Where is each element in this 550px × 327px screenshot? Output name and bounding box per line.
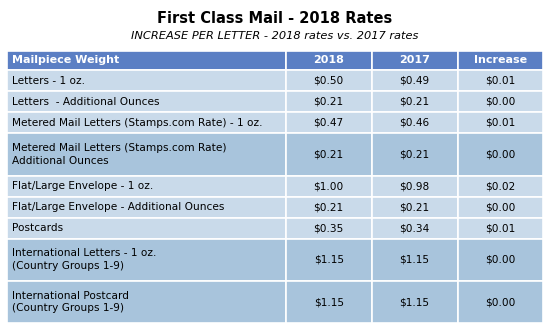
Bar (286, 218, 372, 239)
Bar (286, 51, 372, 70)
Bar (458, 112, 543, 133)
Text: 2018: 2018 (314, 56, 344, 65)
Text: $0.00: $0.00 (485, 202, 516, 212)
Text: $0.46: $0.46 (399, 118, 430, 128)
Bar (7, 112, 286, 133)
Text: Flat/Large Envelope - 1 oz.: Flat/Large Envelope - 1 oz. (12, 181, 153, 191)
Bar (372, 176, 458, 197)
Bar (7, 239, 286, 281)
Bar (286, 197, 372, 218)
Text: $0.00: $0.00 (485, 297, 516, 307)
Bar (7, 197, 286, 218)
Bar (286, 133, 372, 176)
Bar (286, 70, 372, 91)
Text: INCREASE PER LETTER - 2018 rates vs. 2017 rates: INCREASE PER LETTER - 2018 rates vs. 201… (131, 31, 419, 41)
Text: Metered Mail Letters (Stamps.com Rate) - 1 oz.: Metered Mail Letters (Stamps.com Rate) -… (12, 118, 262, 128)
Text: $0.34: $0.34 (399, 223, 430, 233)
Text: Letters - 1 oz.: Letters - 1 oz. (12, 76, 85, 86)
Text: $0.49: $0.49 (399, 76, 430, 86)
Bar (7, 176, 286, 197)
Text: $0.21: $0.21 (399, 97, 430, 107)
Text: $0.21: $0.21 (314, 202, 344, 212)
Bar (372, 133, 458, 176)
Bar (372, 70, 458, 91)
Bar (372, 112, 458, 133)
Text: Postcards: Postcards (12, 223, 63, 233)
Text: Metered Mail Letters (Stamps.com Rate)
Additional Ounces: Metered Mail Letters (Stamps.com Rate) A… (12, 143, 227, 166)
Bar (458, 281, 543, 323)
Text: $1.15: $1.15 (314, 297, 344, 307)
Text: $0.21: $0.21 (399, 202, 430, 212)
Text: $0.47: $0.47 (314, 118, 344, 128)
Text: Flat/Large Envelope - Additional Ounces: Flat/Large Envelope - Additional Ounces (12, 202, 224, 212)
Text: $0.01: $0.01 (485, 118, 515, 128)
Bar (372, 218, 458, 239)
Text: $0.02: $0.02 (485, 181, 515, 191)
Text: Letters  - Additional Ounces: Letters - Additional Ounces (12, 97, 159, 107)
Bar (7, 91, 286, 112)
Text: $0.01: $0.01 (485, 76, 515, 86)
Bar (286, 176, 372, 197)
Bar (7, 218, 286, 239)
Text: $0.00: $0.00 (485, 97, 516, 107)
Text: International Letters - 1 oz.
(Country Groups 1-9): International Letters - 1 oz. (Country G… (12, 249, 156, 271)
Bar (7, 51, 286, 70)
Bar (458, 218, 543, 239)
Text: $0.50: $0.50 (314, 76, 344, 86)
Bar (7, 281, 286, 323)
Text: Mailpiece Weight: Mailpiece Weight (12, 56, 119, 65)
Bar (286, 112, 372, 133)
Text: $0.00: $0.00 (485, 255, 516, 265)
Text: International Postcard
(Country Groups 1-9): International Postcard (Country Groups 1… (12, 291, 129, 313)
Text: $0.21: $0.21 (314, 97, 344, 107)
Text: $0.21: $0.21 (399, 149, 430, 160)
Text: Increase: Increase (474, 56, 527, 65)
Text: $0.00: $0.00 (485, 149, 516, 160)
Text: $1.15: $1.15 (314, 255, 344, 265)
Bar (372, 51, 458, 70)
Text: $0.01: $0.01 (485, 223, 515, 233)
Bar (458, 176, 543, 197)
Bar (286, 239, 372, 281)
Text: First Class Mail - 2018 Rates: First Class Mail - 2018 Rates (157, 11, 393, 26)
Bar (372, 281, 458, 323)
Text: 2017: 2017 (399, 56, 430, 65)
Bar (7, 133, 286, 176)
Bar (458, 197, 543, 218)
Bar (458, 133, 543, 176)
Text: $1.15: $1.15 (399, 297, 430, 307)
Bar (458, 51, 543, 70)
Bar (372, 197, 458, 218)
Bar (458, 91, 543, 112)
Bar (458, 70, 543, 91)
Text: $0.21: $0.21 (314, 149, 344, 160)
Bar (372, 91, 458, 112)
Bar (286, 91, 372, 112)
Bar (286, 281, 372, 323)
Text: $1.15: $1.15 (399, 255, 430, 265)
Text: $0.35: $0.35 (314, 223, 344, 233)
Bar (372, 239, 458, 281)
Text: $1.00: $1.00 (314, 181, 344, 191)
Bar (7, 70, 286, 91)
Bar (458, 239, 543, 281)
Text: $0.98: $0.98 (399, 181, 430, 191)
